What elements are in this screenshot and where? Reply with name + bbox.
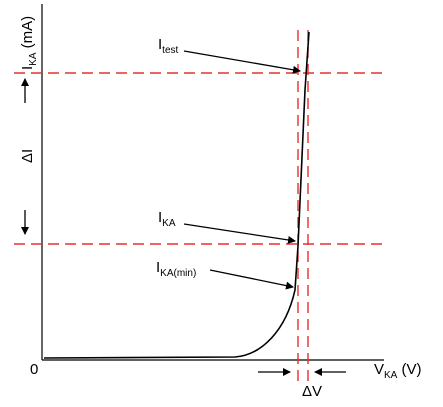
ika-label: IKA — [158, 209, 176, 229]
ika-leader-arrow — [183, 223, 296, 244]
itest-leader-arrow — [183, 50, 301, 74]
delta-i-label: ΔI — [19, 149, 36, 163]
y-axis-label: IKA (mA) — [19, 16, 39, 70]
characteristic-curve — [43, 31, 310, 359]
itest-label: Itest — [158, 36, 179, 56]
origin-label: 0 — [30, 361, 38, 378]
ikamin-label: IKA(min) — [156, 259, 196, 279]
delta-v-label: ΔV — [302, 383, 322, 400]
x-axis-label: VKA (V) — [374, 361, 422, 381]
ikamin-leader-arrow — [209, 269, 294, 290]
